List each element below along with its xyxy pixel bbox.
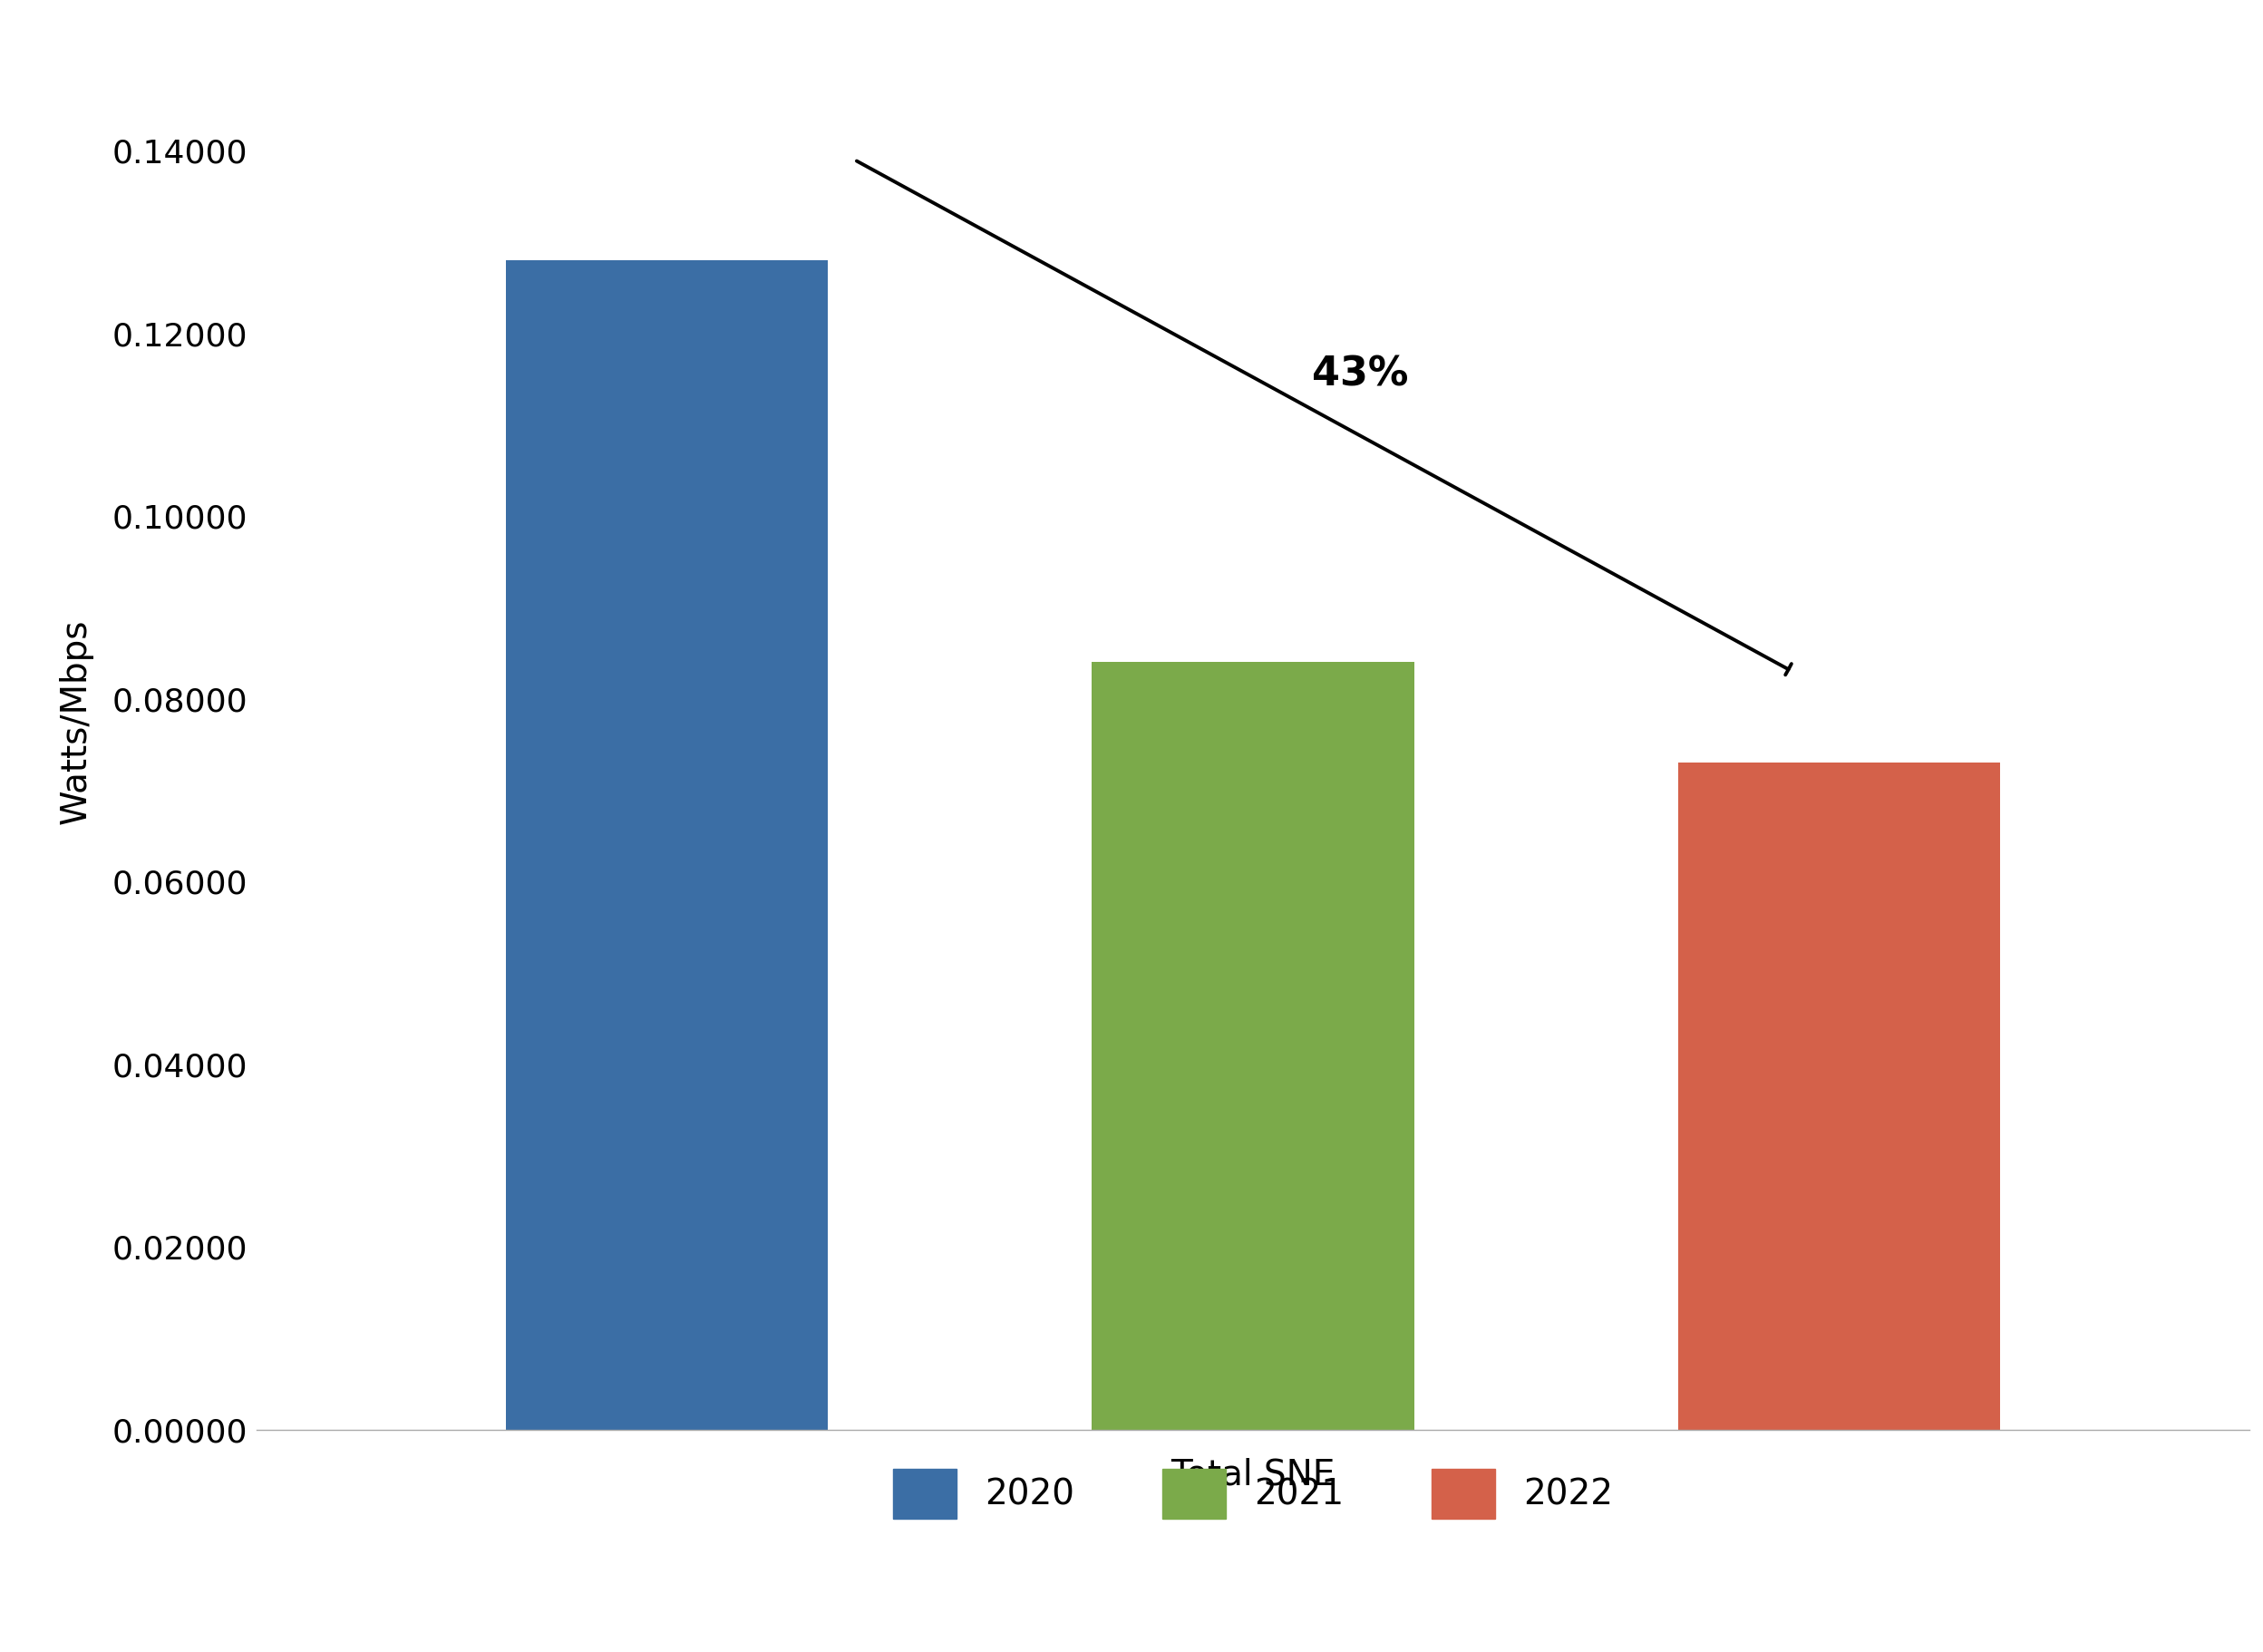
Text: 43%: 43%	[1313, 355, 1408, 393]
Bar	[505, 261, 828, 1429]
Legend: 2020, 2021, 2022: 2020, 2021, 2022	[858, 1434, 1650, 1553]
Y-axis label: Watts/Mbps: Watts/Mbps	[59, 620, 93, 824]
Bar	[1091, 662, 1414, 1429]
Bar	[1677, 763, 2000, 1429]
X-axis label: Total SNE: Total SNE	[1170, 1457, 1335, 1492]
